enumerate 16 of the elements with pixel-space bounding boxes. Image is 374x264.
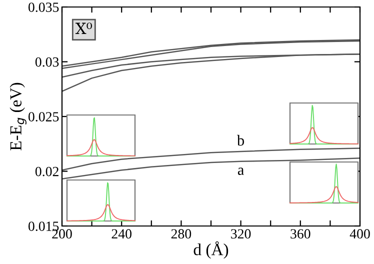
y-tick-label: 0.035	[28, 2, 59, 12]
y-tick-label: 0.02	[35, 166, 58, 176]
x-axis-title: d (Å)	[194, 241, 228, 259]
y-tick-label: 0.025	[28, 112, 59, 122]
y-tick-label: 0.015	[28, 222, 59, 232]
x-tick-label: 320	[231, 229, 251, 239]
series-label: a	[238, 168, 244, 175]
x-tick-label: 280	[171, 229, 192, 239]
x-tick-label: 400	[350, 229, 370, 239]
series-label: b	[236, 134, 244, 146]
x-tick-label: 240	[112, 229, 132, 239]
x-tick-label: 200	[52, 229, 72, 239]
y-tick-label: 0.03	[35, 57, 59, 67]
y-axis-title: E-E$_{g}$ (eV)	[10, 82, 26, 150]
annotation: X⁰	[76, 22, 92, 34]
x-tick-label: 360	[290, 229, 310, 239]
